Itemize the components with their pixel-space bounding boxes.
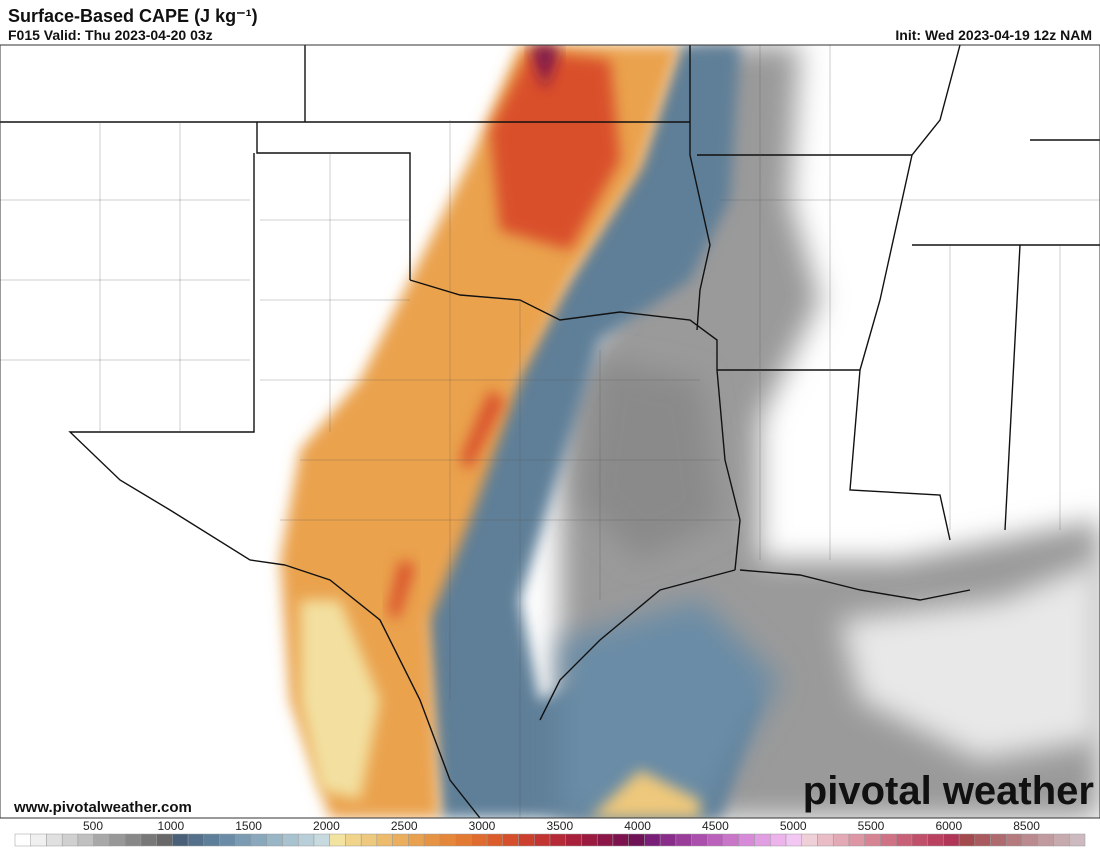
colorbar-swatch xyxy=(943,833,960,847)
colorbar-swatch xyxy=(770,833,787,847)
colorbar-swatch xyxy=(471,833,488,847)
colorbar-swatch xyxy=(801,833,818,847)
init-time: Init: Wed 2023-04-19 12z NAM xyxy=(895,27,1092,43)
colorbar-swatch xyxy=(1037,833,1054,847)
colorbar-swatch xyxy=(423,833,441,847)
colorbar-swatch xyxy=(644,833,661,847)
colorbar-swatch xyxy=(140,833,157,847)
colorbar-swatch xyxy=(235,833,252,847)
colorbar-swatch xyxy=(911,833,928,847)
colorbar-swatch xyxy=(1006,833,1023,847)
colorbar-swatch xyxy=(486,833,504,847)
colorbar-swatch xyxy=(817,833,834,847)
colorbar-swatch xyxy=(439,833,456,847)
colorbar: 500 1000 1500 2000 2500 3000 3500 4000 4500 5000 5… xyxy=(14,819,1086,847)
colorbar-swatch xyxy=(974,833,991,847)
colorbar-swatch xyxy=(30,833,47,847)
colorbar-swatch xyxy=(1069,833,1086,847)
colorbar-label: 3500 xyxy=(546,819,573,833)
colorbar-swatch xyxy=(549,833,566,847)
colorbar-label: 6000 xyxy=(935,819,962,833)
colorbar-swatch xyxy=(109,833,126,847)
colorbar-swatch xyxy=(848,833,865,847)
colorbar-swatch xyxy=(376,833,393,847)
colorbar-swatch xyxy=(581,833,598,847)
colorbar-swatch xyxy=(880,833,897,847)
colorbar-label: 1000 xyxy=(157,819,184,833)
colorbar-swatch xyxy=(565,833,582,847)
colorbar-swatch xyxy=(156,833,173,847)
colorbar-label: 3000 xyxy=(469,819,496,833)
logo: pivotal weather xyxy=(803,769,1094,813)
colorbar-swatch xyxy=(455,833,472,847)
colorbar-swatch xyxy=(612,833,629,847)
colorbar-swatch xyxy=(1021,833,1039,847)
colorbar-swatch xyxy=(691,833,708,847)
colorbar-swatch xyxy=(392,833,409,847)
colorbar-swatch xyxy=(297,833,315,847)
colorbar-swatch xyxy=(408,833,425,847)
colorbar-swatch xyxy=(659,833,677,847)
colorbar-swatch xyxy=(785,833,803,847)
colorbar-swatch xyxy=(864,833,881,847)
colorbar-swatch xyxy=(990,833,1007,847)
colorbar-swatch xyxy=(927,833,944,847)
colorbar-swatch xyxy=(93,833,110,847)
colorbar-label: 1500 xyxy=(235,819,262,833)
colorbar-swatch xyxy=(518,833,535,847)
colorbar-swatch xyxy=(360,833,378,847)
county-borders xyxy=(0,45,1100,818)
title: Surface-Based CAPE (J kg⁻¹) xyxy=(8,6,258,26)
colorbar-label: 5000 xyxy=(780,819,807,833)
colorbar-swatch xyxy=(958,833,976,847)
colorbar-swatch xyxy=(172,833,189,847)
colorbar-label: 4000 xyxy=(624,819,651,833)
colorbar-swatch xyxy=(596,833,614,847)
colorbar-swatch xyxy=(628,833,645,847)
colorbar-swatch xyxy=(14,833,31,847)
colorbar-swatch xyxy=(502,833,519,847)
colorbar-swatch xyxy=(266,833,283,847)
colorbar-swatch xyxy=(313,833,330,847)
map xyxy=(0,45,1100,818)
state-borders xyxy=(0,45,1100,818)
colorbar-swatch xyxy=(203,833,220,847)
colorbar-label: 2500 xyxy=(391,819,418,833)
colorbar-swatch xyxy=(250,833,268,847)
colorbar-label: 5500 xyxy=(858,819,885,833)
colorbar-swatch xyxy=(329,833,346,847)
colorbar-swatch xyxy=(754,833,771,847)
website: www.pivotalweather.com xyxy=(13,799,192,816)
colorbar-swatch xyxy=(219,833,236,847)
colorbar-swatch xyxy=(534,833,551,847)
colorbar-swatch xyxy=(124,833,142,847)
colorbar-swatch xyxy=(1053,833,1070,847)
colorbar-swatch xyxy=(46,833,63,847)
colorbar-label: 500 xyxy=(83,819,103,833)
colorbar-swatch xyxy=(738,833,755,847)
colorbar-swatch xyxy=(77,833,94,847)
colorbar-label: 8500 xyxy=(1013,819,1040,833)
colorbar-swatch xyxy=(187,833,205,847)
colorbar-label: 2000 xyxy=(313,819,340,833)
colorbar-swatch xyxy=(895,833,913,847)
colorbar-swatch xyxy=(61,833,79,847)
colorbar-swatch xyxy=(675,833,692,847)
colorbar-swatch xyxy=(282,833,299,847)
colorbar-swatch xyxy=(722,833,740,847)
colorbar-swatch xyxy=(707,833,724,847)
valid-time: F015 Valid: Thu 2023-04-20 03z xyxy=(8,27,213,43)
colorbar-swatch xyxy=(832,833,850,847)
colorbar-swatch xyxy=(345,833,362,847)
colorbar-label: 4500 xyxy=(702,819,729,833)
